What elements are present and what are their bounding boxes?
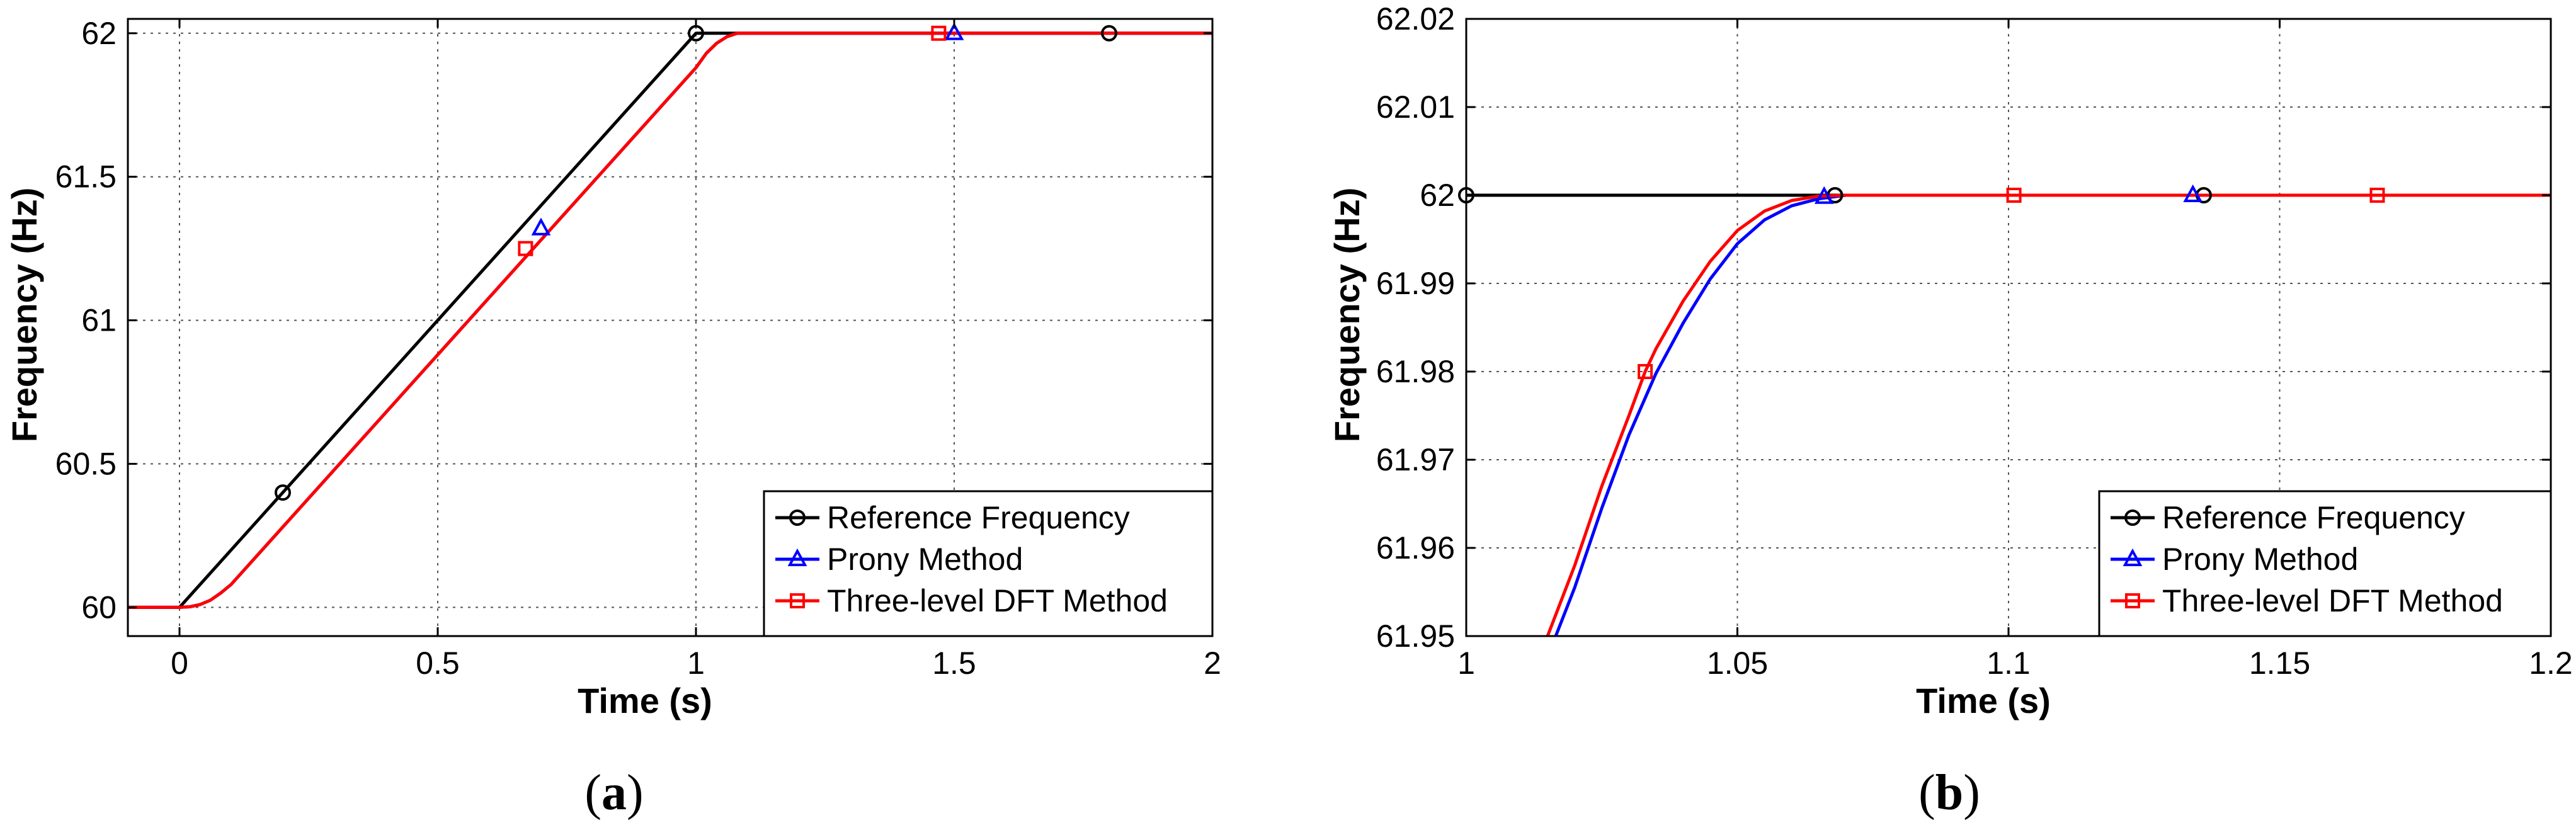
y-tick-label: 62 bbox=[81, 16, 117, 51]
x-axis-label: Time (s) bbox=[578, 681, 712, 720]
y-tick-label: 61.95 bbox=[1376, 618, 1455, 654]
x-tick-label: 2 bbox=[1204, 646, 1221, 681]
series-marker-square bbox=[2006, 188, 2022, 203]
x-axis-label: Time (s) bbox=[1916, 681, 2051, 720]
series-marker-square bbox=[1638, 364, 1653, 379]
legend-swatch-marker-triangle bbox=[787, 548, 807, 566]
x-tick-label: 1.15 bbox=[2249, 646, 2310, 681]
series-marker-triangle bbox=[1814, 186, 1834, 204]
panel-b-chart: 1 1.05 1.1 1.15 1.2 61.95 61.96 61.97 61.98 61.99… bbox=[1327, 1, 2573, 821]
panel-a-chart: 0 0.5 1 1.5 2 60 60.5 61 61.5 62 Time (s) Frequency… bbox=[4, 16, 1221, 821]
series-line-square bbox=[1546, 193, 2551, 636]
axes-box bbox=[127, 18, 1214, 637]
legend-box bbox=[2098, 490, 2552, 637]
y-tick-label: 61.98 bbox=[1376, 354, 1455, 389]
panel-label: (a) bbox=[584, 765, 643, 821]
legend: Reference Frequency Prony Method Three-lev… bbox=[2098, 490, 2552, 637]
series-marker-circle bbox=[1101, 25, 1117, 42]
y-tick-label: 60.5 bbox=[55, 447, 117, 482]
panel-label-letter: b bbox=[1935, 765, 1964, 821]
panel-label: (b) bbox=[1918, 765, 1980, 821]
x-tick-label: 1.1 bbox=[1986, 646, 2031, 681]
legend-swatch-marker-triangle bbox=[2123, 548, 2143, 566]
legend: Reference Frequency Prony Method Three-lev… bbox=[763, 490, 1214, 637]
series-marker-square bbox=[2369, 188, 2385, 203]
panel-label-open-paren: ( bbox=[584, 765, 601, 821]
panel-label-letter: a bbox=[601, 765, 627, 821]
y-tick-label: 61.97 bbox=[1376, 442, 1455, 477]
series-marker-square bbox=[518, 241, 533, 256]
legend-entry-label: Three-level DFT Method bbox=[2162, 583, 2503, 618]
legend-swatch-marker-circle bbox=[2124, 509, 2141, 526]
y-axis-label: Frequency (Hz) bbox=[4, 188, 44, 443]
series-marker-square bbox=[931, 25, 947, 41]
legend-box bbox=[763, 490, 1214, 637]
series-line-square bbox=[128, 31, 1212, 609]
panel-label-close-paren: ) bbox=[1963, 765, 1980, 821]
legend-entry-label: Three-level DFT Method bbox=[827, 583, 1168, 618]
legend-entry-label: Prony Method bbox=[827, 542, 1023, 577]
x-tick-label: 1 bbox=[687, 646, 705, 681]
y-tick-label: 61 bbox=[81, 303, 117, 338]
legend-entry-label: Prony Method bbox=[2162, 542, 2358, 577]
y-tick-label: 61.96 bbox=[1376, 530, 1455, 566]
y-tick-label: 62.02 bbox=[1376, 1, 1455, 37]
y-tick-label: 61.5 bbox=[55, 159, 117, 195]
x-tick-label: 0.5 bbox=[416, 646, 460, 681]
x-tick-label: 1.2 bbox=[2529, 646, 2573, 681]
series-marker-triangle bbox=[531, 217, 551, 236]
series-marker-circle bbox=[275, 484, 291, 501]
legend-swatch-marker-circle bbox=[789, 509, 806, 526]
series-marker-triangle bbox=[2183, 184, 2203, 202]
y-tick-label: 61.99 bbox=[1376, 266, 1455, 301]
x-tick-label: 1.5 bbox=[932, 646, 976, 681]
series-group bbox=[128, 31, 1212, 609]
x-tick-label: 1.05 bbox=[1707, 646, 1768, 681]
legend-swatch-marker-square bbox=[790, 593, 805, 608]
panel-label-open-paren: ( bbox=[1918, 765, 1935, 821]
y-axis-label: Frequency (Hz) bbox=[1327, 188, 1367, 443]
y-tick-label: 62.01 bbox=[1376, 89, 1455, 125]
series-marker-triangle bbox=[944, 22, 964, 40]
legend-entry-label: Reference Frequency bbox=[827, 500, 1130, 535]
y-tick-label: 62 bbox=[1420, 178, 1455, 213]
x-tick-label: 1 bbox=[1457, 646, 1475, 681]
legend-swatch-marker-square bbox=[2125, 593, 2140, 608]
y-tick-label: 60 bbox=[81, 589, 117, 625]
legend-entry-label: Reference Frequency bbox=[2162, 500, 2465, 535]
x-tick-label: 0 bbox=[171, 646, 188, 681]
panel-label-close-paren: ) bbox=[627, 765, 644, 821]
